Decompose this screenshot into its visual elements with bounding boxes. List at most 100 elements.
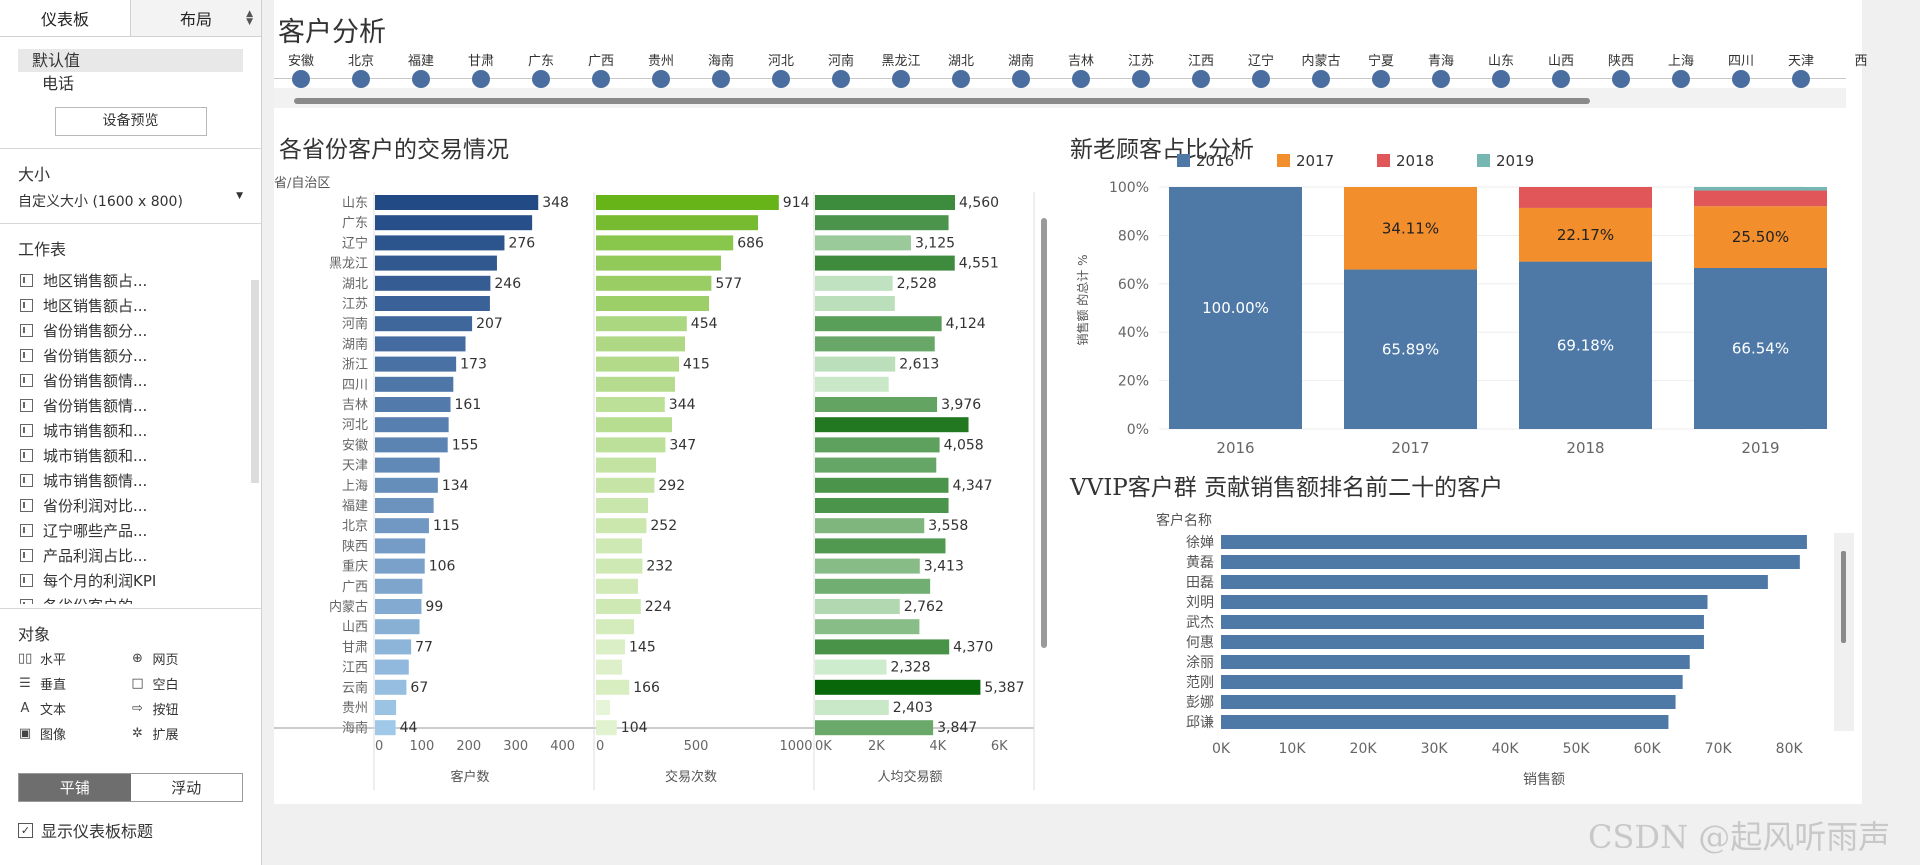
- province-label: 江西: [1187, 54, 1215, 69]
- axis-tick-label: 400: [550, 739, 575, 754]
- province-label: 山西: [1547, 54, 1575, 69]
- web-icon: ⊕: [132, 651, 143, 666]
- worksheet-item[interactable]: 省份利润对比...: [0, 493, 261, 518]
- worksheet-item[interactable]: 省份销售额情...: [0, 368, 261, 393]
- bar-value-label: 161: [455, 397, 482, 413]
- province-label: 吉林: [1067, 54, 1095, 69]
- bar-value-label: 106: [429, 559, 456, 575]
- worksheet-icon: [20, 449, 33, 462]
- show-title-checkbox-row[interactable]: ✓ 显示仪表板标题: [18, 818, 243, 842]
- tab-dashboard[interactable]: 仪表板: [0, 0, 130, 36]
- x-tick-label: 80K: [1776, 741, 1804, 757]
- worksheet-item[interactable]: 城市销售额情...: [0, 468, 261, 493]
- worksheet-item[interactable]: 省份销售额分...: [0, 318, 261, 343]
- bar-value-label: 44: [400, 720, 418, 736]
- province-dot[interactable]: [1372, 70, 1390, 88]
- checkbox-checked-icon[interactable]: ✓: [18, 822, 33, 838]
- province-label: 海南: [707, 54, 735, 69]
- tiled-button[interactable]: 平铺: [19, 774, 131, 801]
- province-dot[interactable]: [292, 70, 310, 88]
- province-label: 陕西: [1607, 54, 1635, 69]
- province-dot[interactable]: [1132, 70, 1150, 88]
- province-chart-title: 各省份客户的交易情况: [279, 137, 509, 163]
- bar: [815, 679, 981, 695]
- worksheet-item[interactable]: 辽宁哪些产品...: [0, 518, 261, 543]
- province-dot[interactable]: [352, 70, 370, 88]
- object-image[interactable]: ▣ 图像: [18, 724, 131, 743]
- bar-value-label: 2,528: [897, 276, 937, 292]
- province-row-label: 湖南: [342, 336, 368, 352]
- province-dot[interactable]: [1732, 70, 1750, 88]
- divider: [0, 608, 261, 609]
- size-dropdown[interactable]: 自定义大小 (1600 x 800) ▼: [18, 191, 243, 211]
- worksheet-item[interactable]: 各省份客户的...: [0, 593, 261, 604]
- button-icon: ⇨: [132, 701, 143, 716]
- worksheet-scrollbar[interactable]: [251, 280, 259, 483]
- province-dot[interactable]: [772, 70, 790, 88]
- province-row-label: 江西: [342, 661, 368, 676]
- province-dot[interactable]: [1072, 70, 1090, 88]
- worksheet-icon: [20, 499, 33, 512]
- province-dot[interactable]: [1792, 70, 1810, 88]
- province-dot[interactable]: [1552, 70, 1570, 88]
- customer-label: 田磊: [1186, 575, 1214, 591]
- object-horizontal[interactable]: ▯▯ 水平: [18, 649, 131, 668]
- worksheet-item[interactable]: 地区销售额占...: [0, 268, 261, 293]
- stacked-bar-segment: [1519, 187, 1652, 208]
- object-extension[interactable]: ✲ 扩展: [131, 724, 244, 743]
- worksheet-item[interactable]: 每个月的利润KPI: [0, 568, 261, 593]
- bar-value-label: 344: [669, 397, 696, 413]
- object-vertical[interactable]: ☰ 垂直: [18, 674, 131, 693]
- province-dot[interactable]: [1312, 70, 1330, 88]
- bar: [1221, 655, 1690, 669]
- bar: [815, 255, 955, 271]
- province-dot[interactable]: [1672, 70, 1690, 88]
- object-button[interactable]: ⇨ 按钮: [131, 699, 244, 718]
- floating-button[interactable]: 浮动: [171, 779, 202, 797]
- province-dot[interactable]: [1192, 70, 1210, 88]
- province-dot[interactable]: [1252, 70, 1270, 88]
- axis-tick-label: 0: [596, 739, 604, 754]
- device-preview-button[interactable]: 设备预览: [54, 107, 207, 136]
- province-dot[interactable]: [1612, 70, 1630, 88]
- province-dot[interactable]: [412, 70, 430, 88]
- filter-scroll-thumb[interactable]: [294, 98, 1590, 104]
- bar: [375, 275, 491, 291]
- bar: [815, 558, 920, 574]
- bar: [596, 296, 709, 311]
- province-dot[interactable]: [1012, 70, 1030, 88]
- x-tick-label: 30K: [1421, 741, 1449, 757]
- object-text[interactable]: A 文本: [18, 699, 131, 718]
- worksheet-item[interactable]: 城市销售额和...: [0, 418, 261, 443]
- province-dot[interactable]: [892, 70, 910, 88]
- object-label: 按钮: [152, 703, 179, 718]
- legend-swatch: [1277, 154, 1290, 167]
- worksheet-item[interactable]: 省份销售额情...: [0, 393, 261, 418]
- filter-scrollbar[interactable]: [274, 88, 1846, 108]
- province-row-label: 贵州: [342, 701, 368, 716]
- province-dot[interactable]: [532, 70, 550, 88]
- worksheet-label: 省份销售额情...: [43, 397, 148, 415]
- bar: [815, 518, 925, 534]
- bar: [596, 215, 758, 231]
- object-blank[interactable]: □ 空白: [131, 674, 244, 693]
- province-dot[interactable]: [832, 70, 850, 88]
- province-dot[interactable]: [712, 70, 730, 88]
- province-row-label: 陕西: [342, 539, 368, 554]
- object-web[interactable]: ⊕ 网页: [131, 649, 244, 668]
- province-dot[interactable]: [652, 70, 670, 88]
- province-dot[interactable]: [1432, 70, 1450, 88]
- tab-layout[interactable]: 布局 ▲ ▼: [130, 0, 261, 36]
- bar: [596, 275, 712, 291]
- bar: [596, 679, 630, 695]
- worksheet-item[interactable]: 地区销售额占...: [0, 293, 261, 318]
- province-dot[interactable]: [592, 70, 610, 88]
- province-dot[interactable]: [1492, 70, 1510, 88]
- worksheet-item[interactable]: 城市销售额和...: [0, 443, 261, 468]
- worksheet-item[interactable]: 省份销售额分...: [0, 343, 261, 368]
- province-dot[interactable]: [952, 70, 970, 88]
- device-phone[interactable]: 电话: [42, 74, 75, 93]
- worksheet-item[interactable]: 产品利润占比...: [0, 543, 261, 568]
- province-dot[interactable]: [472, 70, 490, 88]
- device-default[interactable]: 默认值: [18, 49, 243, 72]
